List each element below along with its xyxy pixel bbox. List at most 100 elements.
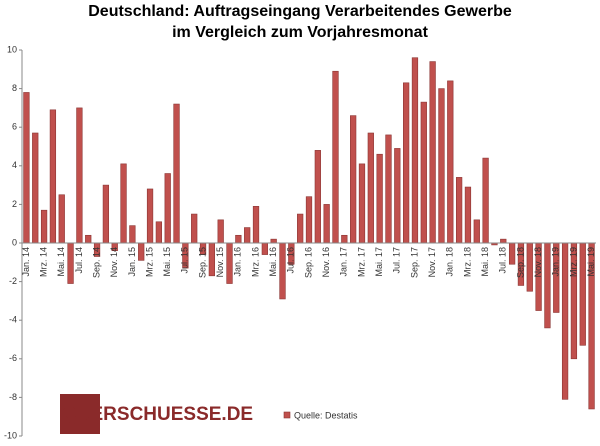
- bar: [23, 92, 30, 244]
- bar: [438, 88, 445, 244]
- bar: [526, 242, 533, 292]
- x-tick-label: Jul. 16: [286, 247, 296, 274]
- bar: [358, 163, 366, 244]
- chart-title: Deutschland: Auftragseingang Verarbeiten…: [88, 3, 512, 20]
- bar: [32, 132, 39, 244]
- bar: [447, 80, 454, 244]
- bar: [394, 148, 401, 244]
- bar: [208, 242, 215, 277]
- y-tick-label: 2: [12, 199, 17, 209]
- bar: [350, 115, 357, 244]
- y-tick-label: -4: [9, 315, 17, 325]
- bar: [270, 238, 277, 244]
- bar: [482, 157, 489, 244]
- x-tick-label: Jan. 15: [127, 247, 137, 277]
- y-tick-label: 8: [12, 83, 17, 93]
- bar: [305, 196, 313, 244]
- bar: [411, 57, 419, 244]
- x-tick-label: Jan. 18: [445, 247, 455, 277]
- x-tick-label: Nov. 18: [533, 247, 543, 277]
- bar: [403, 82, 410, 244]
- bar: [420, 101, 427, 244]
- x-tick-label: Mrz. 19: [568, 247, 578, 277]
- x-tick-label: Mai. 18: [480, 247, 490, 277]
- y-tick-label: -10: [4, 430, 17, 440]
- x-tick-label: Jul. 17: [392, 247, 402, 274]
- x-tick-label: Sep. 15: [197, 247, 207, 278]
- x-tick-label: Nov. 16: [321, 247, 331, 277]
- x-tick-label: Sep. 18: [515, 247, 525, 278]
- bar: [323, 204, 330, 244]
- bar: [155, 221, 163, 244]
- x-tick-label: Mrz. 17: [356, 247, 366, 277]
- x-tick-label: Sep. 16: [303, 247, 313, 278]
- bar: [146, 188, 154, 244]
- bar: [102, 184, 110, 244]
- x-tick-label: Jul. 14: [74, 247, 84, 274]
- bar: [579, 242, 586, 346]
- bar: [279, 242, 286, 300]
- bar: [164, 173, 171, 244]
- bar: [341, 234, 348, 244]
- legend-label: Quelle: Destatis: [294, 410, 358, 420]
- bar: [561, 242, 569, 400]
- bar: [129, 225, 136, 244]
- x-tick-label: Jan. 17: [339, 247, 349, 277]
- logo: [60, 394, 100, 434]
- bar: [49, 109, 57, 244]
- y-tick-label: -2: [9, 276, 17, 286]
- bar: [235, 234, 242, 244]
- bar: [58, 194, 65, 244]
- bar: [508, 242, 516, 265]
- bar: [429, 61, 436, 244]
- bar: [138, 242, 145, 261]
- x-tick-label: Mrz. 15: [144, 247, 154, 277]
- y-tick-label: -8: [9, 392, 17, 402]
- bar: [473, 219, 480, 244]
- watermark: QUERSCHUESSE.DE: [62, 404, 253, 425]
- y-tick-label: 4: [12, 160, 17, 170]
- x-tick-label: Jan. 16: [233, 247, 243, 277]
- x-tick-label: Mai. 17: [374, 247, 384, 277]
- legend-swatch: [283, 411, 291, 419]
- x-tick-label: Sep. 14: [91, 247, 101, 278]
- x-tick-label: Jul. 15: [180, 247, 190, 274]
- bar: [76, 107, 83, 244]
- chart-title: im Vergleich zum Vorjahresmonat: [172, 24, 428, 41]
- x-tick-label: Mai. 16: [268, 247, 278, 277]
- bar: [297, 213, 304, 244]
- x-tick-label: Jul. 18: [498, 247, 508, 274]
- x-tick-label: Nov. 15: [215, 247, 225, 277]
- bar: [455, 177, 463, 244]
- bar: [85, 234, 92, 244]
- bar: [191, 213, 198, 244]
- bar: [464, 186, 472, 244]
- x-tick-label: Mrz. 18: [462, 247, 472, 277]
- bar: [226, 242, 233, 284]
- x-tick-label: Nov. 17: [427, 247, 437, 277]
- bar: [252, 206, 260, 244]
- bar: [173, 103, 180, 244]
- bar: [367, 132, 374, 244]
- bar: [376, 153, 383, 244]
- x-tick-label: Mai. 15: [162, 247, 172, 277]
- x-tick-label: Nov. 14: [109, 247, 119, 277]
- bar: [500, 238, 507, 244]
- x-tick-label: Mrz. 14: [38, 247, 48, 277]
- bar: [261, 242, 268, 255]
- x-tick-label: Mrz. 16: [250, 247, 260, 277]
- bar: [244, 227, 251, 244]
- x-tick-label: Jan. 19: [551, 247, 561, 277]
- y-tick-label: -6: [9, 353, 17, 363]
- bar: [40, 209, 48, 244]
- bar: [544, 242, 551, 329]
- x-tick-label: Mai. 19: [586, 247, 596, 277]
- y-tick-label: 6: [12, 122, 17, 132]
- x-tick-label: Jan. 14: [21, 247, 31, 277]
- bar: [120, 163, 127, 244]
- y-tick-label: 10: [7, 44, 17, 54]
- bar: [314, 150, 321, 244]
- x-tick-label: Sep. 17: [409, 247, 419, 278]
- bar: [217, 219, 224, 244]
